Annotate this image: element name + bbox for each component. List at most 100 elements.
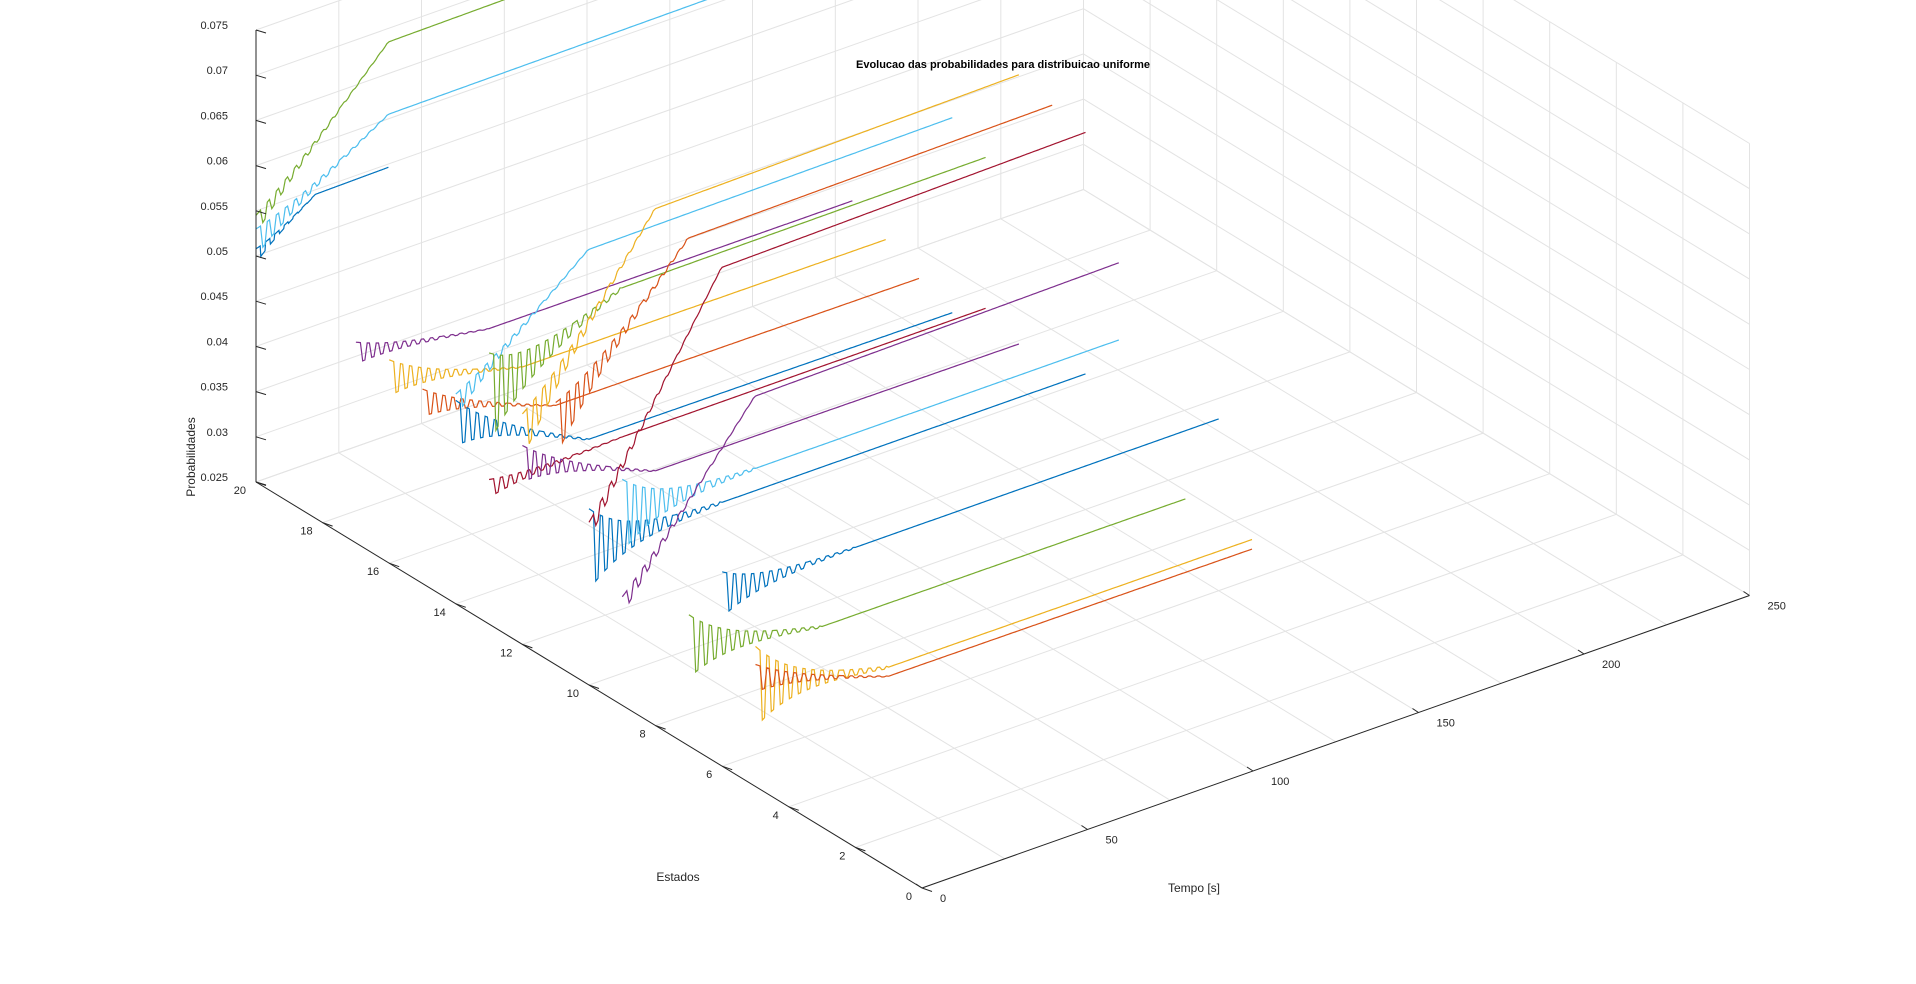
z-tick-mark xyxy=(255,119,267,124)
x-axis-label: Estados xyxy=(656,870,699,884)
z-tick-mark xyxy=(255,436,267,441)
chart-title: Evolucao das probabilidades para distrib… xyxy=(856,59,1150,71)
floor-grid-line xyxy=(917,247,1585,655)
x-tick-label: 4 xyxy=(773,810,779,822)
y-axis-line xyxy=(921,595,1750,889)
z-tick-mark xyxy=(255,165,267,170)
series-line-state-10 xyxy=(588,373,1086,583)
x-tick-mark xyxy=(588,684,600,689)
y-tick-label: 50 xyxy=(1106,835,1118,847)
y-tick-mark xyxy=(1081,825,1088,830)
floor-grid-line xyxy=(504,393,1171,801)
z-tick-label: 0.04 xyxy=(207,336,228,348)
z-tick-label: 0.075 xyxy=(200,20,228,32)
series-line-state-13 xyxy=(488,307,986,495)
y-tick-label: 0 xyxy=(940,893,946,905)
z-tick-mark xyxy=(255,74,267,79)
z-tick-mark xyxy=(255,210,267,215)
back-wall-grid-line xyxy=(255,0,726,167)
back-wall-grid-line xyxy=(255,143,1084,438)
series-line-state-12 xyxy=(522,343,1020,480)
side-wall-grid-line xyxy=(1438,0,1750,190)
side-wall-grid-line xyxy=(1216,0,1750,325)
z-tick-label: 0.045 xyxy=(200,291,228,303)
floor-grid-line xyxy=(338,452,1006,860)
side-wall-grid-line xyxy=(1083,98,1750,506)
z-tick-mark xyxy=(255,345,267,350)
floor-grid-line xyxy=(752,306,1419,713)
z-tick-label: 0.07 xyxy=(207,65,228,77)
series-line-state-17 xyxy=(355,200,853,362)
series-line-state-9 xyxy=(621,262,1119,605)
series-line-state-7 xyxy=(688,498,1186,674)
x-tick-label: 18 xyxy=(300,526,312,538)
y-tick-mark xyxy=(915,883,923,889)
side-wall-grid-line xyxy=(1083,8,1750,416)
x-tick-mark xyxy=(855,846,866,852)
series-line-state-14 xyxy=(455,312,953,444)
x-tick-label: 6 xyxy=(706,769,712,781)
x-tick-mark xyxy=(921,887,933,892)
x-tick-label: 16 xyxy=(367,566,379,578)
y-tick-mark xyxy=(1577,649,1585,655)
side-wall-grid-line xyxy=(1083,53,1750,461)
x-tick-label: 12 xyxy=(500,647,512,659)
x-tick-label: 20 xyxy=(234,485,246,497)
series-line-state-9 xyxy=(622,339,1119,545)
back-wall-grid-line xyxy=(255,189,1084,483)
side-wall-grid-line xyxy=(1083,143,1750,551)
z-tick-label: 0.06 xyxy=(207,156,228,168)
y-tick-mark xyxy=(1412,708,1419,713)
series-line-state-20 xyxy=(255,0,506,225)
y-tick-mark xyxy=(1246,766,1254,772)
z-tick-mark xyxy=(255,255,267,260)
x-tick-mark xyxy=(722,765,733,771)
z-tick-label: 0.025 xyxy=(200,472,228,484)
series-line-state-20 xyxy=(255,0,708,249)
y-tick-label: 200 xyxy=(1602,659,1620,671)
z-tick-label: 0.03 xyxy=(207,427,228,439)
z-tick-mark xyxy=(255,391,267,396)
x-tick-mark xyxy=(389,562,400,568)
z-tick-mark xyxy=(255,300,267,305)
z-tick-label: 0.065 xyxy=(200,110,228,122)
side-wall-grid-line xyxy=(1513,0,1750,144)
y-axis-label: Tempo [s] xyxy=(1168,881,1220,895)
series-line-state-5 xyxy=(755,538,1253,722)
x-tick-mark xyxy=(322,522,333,527)
series-line-state-6 xyxy=(722,418,1219,613)
floor-grid-line xyxy=(421,423,1088,830)
y-tick-label: 100 xyxy=(1271,776,1289,788)
x-tick-mark xyxy=(455,603,466,608)
x-tick-mark xyxy=(655,725,666,730)
series-layer xyxy=(255,0,1253,722)
ticks-layer: 024681012141618200501001502002500.0250.0… xyxy=(200,20,1785,905)
series-line-state-20 xyxy=(255,166,389,259)
y-tick-mark xyxy=(1743,591,1750,596)
floor-grid-line xyxy=(669,335,1337,743)
z-axis-label: Probabilidades xyxy=(184,417,198,496)
side-wall-grid-line xyxy=(1142,0,1750,370)
series-line-state-10 xyxy=(588,131,1086,528)
y-tick-label: 250 xyxy=(1768,601,1786,613)
z-tick-mark xyxy=(255,29,267,34)
x-tick-label: 0 xyxy=(906,891,912,903)
side-wall-grid-line xyxy=(1290,0,1750,280)
series-line-state-12 xyxy=(521,74,1020,444)
x-tick-label: 10 xyxy=(567,688,579,700)
series-line-state-16 xyxy=(388,239,886,394)
back-wall-grid-line xyxy=(255,53,1084,347)
series-line-state-5 xyxy=(755,548,1253,691)
z-tick-mark xyxy=(255,481,267,486)
back-wall-grid-line xyxy=(255,0,471,76)
x-tick-label: 2 xyxy=(839,850,845,862)
floor-grid-line xyxy=(835,276,1502,684)
x-tick-mark xyxy=(522,643,533,649)
series-line-state-13 xyxy=(488,156,986,433)
back-wall-grid-line xyxy=(255,0,854,212)
series-line-state-15 xyxy=(422,277,920,415)
back-wall-grid-line xyxy=(255,0,599,121)
series-line-state-14 xyxy=(455,117,953,408)
